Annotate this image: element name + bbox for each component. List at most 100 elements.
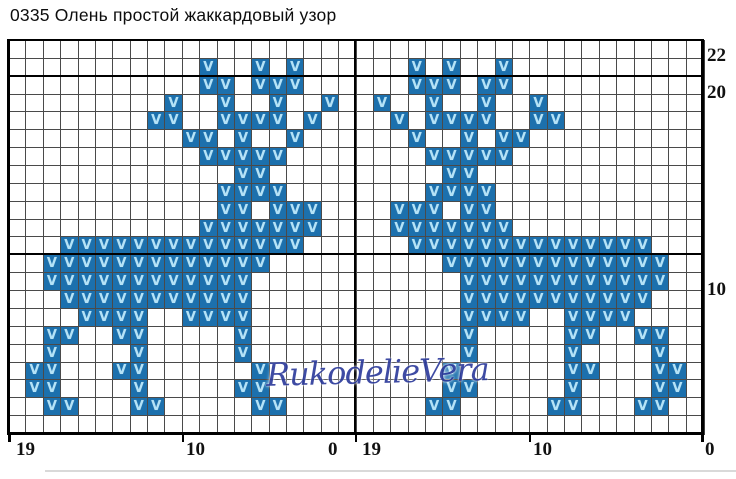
empty-cell bbox=[78, 183, 96, 202]
empty-cell bbox=[130, 219, 148, 238]
stitch-cell: V bbox=[43, 344, 62, 363]
stitch-cell: V bbox=[512, 255, 531, 274]
empty-cell bbox=[356, 255, 374, 274]
stitch-cell: V bbox=[617, 308, 635, 327]
empty-cell bbox=[443, 308, 461, 327]
empty-cell bbox=[512, 326, 531, 345]
stitch-cell: V bbox=[478, 308, 496, 327]
empty-cell bbox=[530, 308, 548, 327]
empty-cell bbox=[478, 130, 496, 149]
stitch-cell: V bbox=[95, 308, 114, 327]
stitch-cell: V bbox=[443, 76, 461, 95]
bottom-axis-label: 19 bbox=[362, 439, 381, 460]
empty-cell bbox=[634, 76, 652, 95]
empty-cell bbox=[634, 183, 652, 202]
empty-cell bbox=[321, 76, 340, 95]
stitch-cell: V bbox=[130, 380, 148, 399]
guide-line-row20 bbox=[7, 74, 703, 77]
empty-cell bbox=[78, 219, 96, 238]
empty-cell bbox=[200, 398, 218, 417]
stitch-cell: V bbox=[460, 219, 479, 238]
empty-cell bbox=[547, 201, 565, 220]
empty-cell bbox=[478, 41, 496, 59]
stitch-cell: V bbox=[426, 112, 444, 131]
stitch-cell: V bbox=[408, 219, 426, 238]
stitch-cell: V bbox=[321, 94, 340, 113]
empty-cell bbox=[426, 362, 444, 381]
empty-cell bbox=[304, 94, 322, 113]
stitch-cell: V bbox=[234, 130, 253, 149]
empty-cell bbox=[530, 380, 548, 399]
empty-cell bbox=[200, 344, 218, 363]
empty-cell bbox=[26, 291, 44, 309]
empty-cell bbox=[113, 398, 131, 417]
stitch-cell: V bbox=[287, 76, 305, 95]
empty-cell bbox=[669, 183, 687, 202]
empty-cell bbox=[130, 76, 148, 95]
empty-cell bbox=[252, 308, 270, 327]
empty-cell bbox=[373, 130, 392, 149]
stitch-cell: V bbox=[512, 308, 531, 327]
empty-cell bbox=[9, 362, 27, 381]
empty-cell bbox=[443, 94, 461, 113]
empty-cell bbox=[304, 398, 322, 417]
grid-right-border bbox=[701, 39, 704, 434]
empty-cell bbox=[321, 362, 340, 381]
empty-cell bbox=[9, 94, 27, 113]
empty-cell bbox=[408, 41, 426, 59]
empty-cell bbox=[408, 112, 426, 131]
empty-cell bbox=[61, 219, 79, 238]
stitch-cell: V bbox=[391, 219, 409, 238]
stitch-cell: V bbox=[95, 291, 114, 309]
empty-cell bbox=[61, 183, 79, 202]
empty-cell bbox=[26, 201, 44, 220]
empty-cell bbox=[148, 344, 166, 363]
empty-cell bbox=[599, 219, 618, 238]
empty-cell bbox=[26, 219, 44, 238]
empty-cell bbox=[217, 326, 235, 345]
empty-cell bbox=[651, 166, 670, 184]
empty-cell bbox=[148, 148, 166, 167]
stitch-cell: V bbox=[78, 255, 96, 274]
stitch-cell: V bbox=[443, 398, 461, 417]
empty-cell bbox=[634, 148, 652, 167]
stitch-cell: V bbox=[269, 112, 287, 131]
stitch-cell: V bbox=[599, 273, 618, 292]
empty-cell bbox=[634, 219, 652, 238]
empty-cell bbox=[547, 94, 565, 113]
empty-cell bbox=[26, 148, 44, 167]
stitch-cell: V bbox=[443, 255, 461, 274]
empty-cell bbox=[547, 380, 565, 399]
empty-cell bbox=[426, 41, 444, 59]
stitch-cell: V bbox=[669, 362, 687, 381]
empty-cell bbox=[234, 94, 253, 113]
empty-cell bbox=[547, 326, 565, 345]
empty-cell bbox=[217, 398, 235, 417]
empty-cell bbox=[61, 308, 79, 327]
empty-cell bbox=[43, 130, 62, 149]
stitch-cell: V bbox=[234, 219, 253, 238]
stitch-cell: V bbox=[113, 362, 131, 381]
empty-cell bbox=[43, 166, 62, 184]
empty-cell bbox=[9, 326, 27, 345]
stitch-cell: V bbox=[130, 308, 148, 327]
empty-cell bbox=[287, 148, 305, 167]
stitch-cell: V bbox=[182, 273, 201, 292]
empty-cell bbox=[234, 362, 253, 381]
stitch-cell: V bbox=[478, 291, 496, 309]
empty-cell bbox=[617, 344, 635, 363]
empty-cell bbox=[547, 308, 565, 327]
empty-cell bbox=[9, 308, 27, 327]
stitch-cell: V bbox=[148, 398, 166, 417]
stitch-cell: V bbox=[582, 273, 600, 292]
empty-cell bbox=[478, 380, 496, 399]
stitch-cell: V bbox=[565, 398, 583, 417]
empty-cell bbox=[512, 219, 531, 238]
stitch-cell: V bbox=[217, 148, 235, 167]
empty-cell bbox=[408, 326, 426, 345]
empty-cell bbox=[9, 41, 27, 59]
empty-cell bbox=[9, 219, 27, 238]
stitch-cell: V bbox=[460, 130, 479, 149]
stitch-cell: V bbox=[43, 380, 62, 399]
empty-cell bbox=[130, 148, 148, 167]
